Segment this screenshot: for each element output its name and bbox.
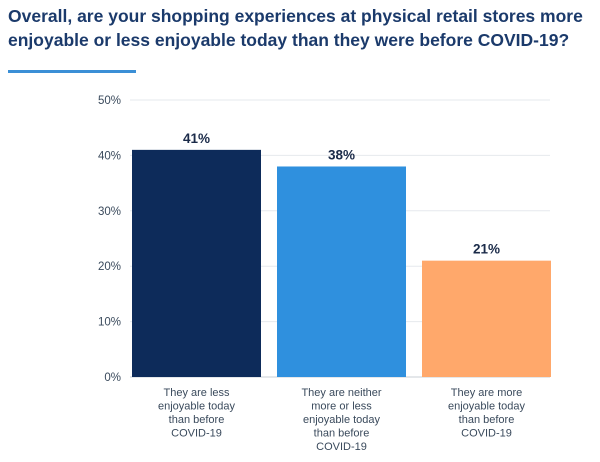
y-tick-label: 20%	[98, 261, 121, 273]
y-tick-label: 0%	[104, 372, 121, 384]
y-axis-ticks: 0% 10% 20% 30% 40% 50%	[98, 95, 121, 384]
data-labels: 41% 38% 21%	[183, 131, 500, 257]
y-tick-label: 40%	[98, 150, 121, 162]
data-label: 38%	[328, 147, 355, 162]
data-label: 21%	[473, 242, 500, 257]
bar	[132, 149, 261, 377]
title-underline	[8, 70, 136, 73]
chart-title: Overall, are your shopping experiences a…	[8, 6, 583, 50]
y-tick-label: 10%	[98, 317, 121, 329]
y-tick-label: 50%	[98, 95, 121, 107]
x-axis-categories: They are less enjoyable today than before C…	[158, 387, 526, 453]
y-tick-label: 30%	[98, 206, 121, 218]
bars	[132, 149, 551, 377]
bar	[422, 260, 551, 377]
bar	[277, 166, 406, 377]
x-category-label: They are more enjoyable today than before C…	[448, 387, 526, 440]
data-label: 41%	[183, 131, 210, 146]
x-category-label: They are neither more or less enjoyable to…	[301, 387, 381, 453]
x-category-label: They are less enjoyable today than before C…	[158, 387, 236, 440]
